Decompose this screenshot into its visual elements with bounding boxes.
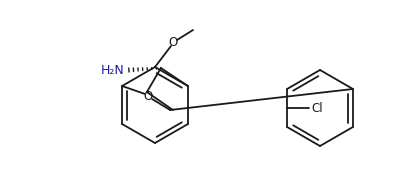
Text: O: O [143, 89, 153, 102]
Text: H₂N: H₂N [101, 64, 125, 76]
Text: Cl: Cl [311, 102, 323, 114]
Text: O: O [168, 37, 178, 50]
